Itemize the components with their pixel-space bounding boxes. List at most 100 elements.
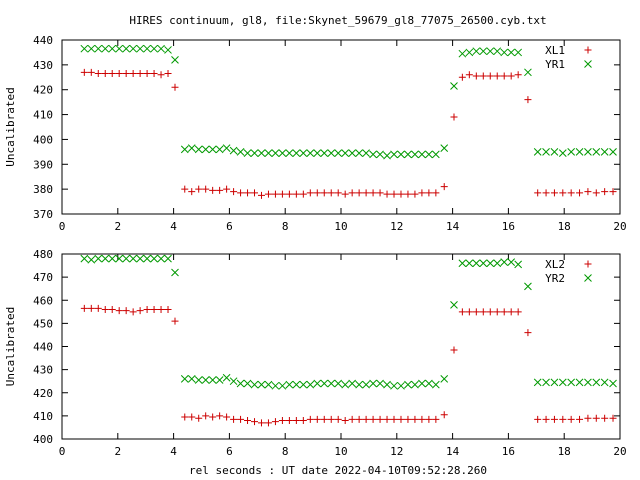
data-point — [236, 379, 245, 388]
legend-marker — [584, 60, 592, 68]
data-point — [550, 189, 558, 197]
data-point — [411, 380, 419, 389]
data-point — [559, 415, 567, 423]
data-point — [229, 377, 238, 386]
x-tick-label: 0 — [59, 445, 66, 458]
data-point — [524, 96, 532, 104]
data-point — [432, 189, 440, 197]
data-point — [157, 306, 165, 313]
data-point — [80, 68, 88, 76]
x-tick-label: 6 — [226, 220, 233, 233]
data-point — [600, 148, 609, 156]
data-point — [533, 148, 542, 156]
data-point — [404, 380, 412, 389]
data-point — [188, 413, 196, 421]
data-point — [202, 185, 210, 193]
data-point — [355, 189, 363, 197]
data-point — [575, 378, 584, 387]
x-tick-label: 12 — [390, 220, 403, 233]
legend-label: YR1 — [545, 58, 565, 71]
data-point — [264, 380, 273, 389]
data-point — [592, 414, 600, 422]
y-tick-label: 440 — [33, 341, 53, 354]
data-point — [500, 72, 508, 80]
data-point — [493, 72, 501, 80]
data-point — [341, 417, 349, 424]
data-point — [450, 346, 458, 354]
data-point — [180, 145, 189, 154]
data-point — [550, 415, 558, 423]
data-point — [507, 308, 515, 316]
series-yr2 — [80, 254, 617, 390]
data-point — [157, 44, 165, 53]
top-panel-xl1-yr1: 0 2 4 6 8 10 12 14 16 18 20 370 380 390 400 410 420 430 44… — [4, 34, 627, 233]
series-xl1 — [80, 68, 617, 199]
data-point — [609, 414, 617, 422]
x-tick-label: 4 — [170, 445, 177, 458]
data-point — [115, 307, 123, 315]
data-point — [313, 149, 322, 157]
data-point — [500, 308, 508, 316]
data-point — [418, 189, 426, 197]
data-point — [115, 44, 124, 53]
data-point — [194, 376, 203, 384]
data-point — [425, 379, 433, 388]
data-point — [465, 259, 474, 268]
data-point — [383, 380, 391, 389]
data-point — [450, 113, 458, 121]
data-point — [108, 254, 117, 263]
x-tick-label: 14 — [446, 445, 460, 458]
data-point — [334, 379, 343, 388]
data-point — [264, 190, 272, 198]
data-point — [222, 373, 231, 382]
data-point — [216, 412, 224, 420]
data-point — [390, 381, 398, 390]
x-tick-label: 16 — [502, 220, 515, 233]
data-point — [313, 189, 321, 197]
data-point — [369, 150, 377, 159]
data-point — [129, 70, 137, 78]
data-point — [143, 70, 151, 78]
data-point — [472, 47, 481, 56]
data-point — [507, 72, 515, 80]
data-point — [362, 149, 370, 157]
data-point — [576, 415, 584, 423]
data-point — [136, 70, 144, 78]
data-point — [292, 417, 300, 424]
data-point — [180, 375, 189, 383]
data-point — [479, 308, 487, 316]
data-point — [292, 190, 300, 198]
data-point — [514, 308, 522, 316]
data-point — [278, 381, 287, 390]
y-tick-label: 400 — [33, 133, 53, 146]
data-point — [507, 258, 516, 266]
data-point — [567, 378, 576, 387]
data-point — [465, 308, 473, 316]
data-point — [215, 145, 224, 154]
x-axis-label: rel seconds : UT date 2022-04-10T09:52:2… — [189, 464, 487, 477]
data-point — [181, 185, 189, 193]
data-point — [404, 190, 412, 198]
data-point — [390, 190, 398, 198]
data-point — [209, 186, 217, 194]
x-tick-label: 12 — [390, 445, 403, 458]
data-point — [244, 417, 252, 424]
data-point — [601, 414, 609, 422]
data-point — [592, 148, 601, 156]
data-point — [80, 254, 89, 263]
data-point — [397, 190, 405, 198]
data-point — [306, 380, 315, 389]
data-point — [600, 378, 609, 387]
data-point — [94, 304, 102, 312]
data-point — [432, 150, 440, 159]
data-point — [609, 188, 617, 196]
data-point — [264, 149, 273, 157]
data-point — [250, 149, 259, 157]
data-point — [250, 380, 259, 389]
data-point — [425, 415, 433, 423]
data-point — [306, 149, 315, 157]
data-point — [334, 189, 342, 197]
data-point — [411, 190, 419, 198]
data-point — [278, 417, 286, 424]
data-point — [129, 44, 137, 53]
